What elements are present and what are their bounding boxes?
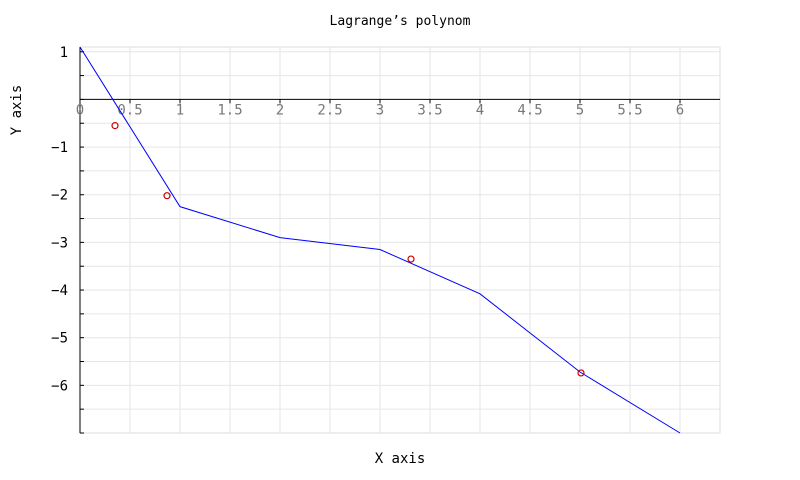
tick-label-layer: 0 0.5 1 1.5 2 2.5 3 3.5 4 4.5 5 5.5 6 1 −1 −2 −3 −4 −5 −6	[51, 45, 684, 395]
x-tick-label: 1	[176, 102, 184, 118]
x-tick-label: 4.5	[517, 102, 542, 118]
x-tick-label: 0	[76, 102, 84, 118]
x-tick-label: 2.5	[317, 102, 342, 118]
y-tick-label: −1	[51, 140, 68, 156]
x-tick-label: 4	[476, 102, 484, 118]
y-tick-label: −6	[51, 378, 68, 394]
data-point	[577, 369, 585, 377]
y-tick-label: −2	[51, 188, 68, 204]
data-point	[111, 122, 119, 130]
y-axis-label: Y axis	[9, 85, 25, 136]
y-tick-label: −3	[51, 235, 68, 251]
chart-title: Lagrange’s polynom	[330, 14, 471, 29]
x-tick-label: 0.5	[117, 102, 142, 118]
series-layer	[79, 46, 681, 434]
x-tick-label: 1.5	[217, 102, 242, 118]
x-tick-label: 3.5	[417, 102, 442, 118]
axes-layer	[79, 47, 720, 434]
x-axis-label: X axis	[375, 451, 426, 467]
polynom-line	[79, 46, 681, 434]
x-tick-label: 5	[576, 102, 584, 118]
y-tick-label: 1	[60, 45, 68, 61]
data-point	[407, 255, 415, 263]
x-tick-label: 5.5	[617, 102, 642, 118]
x-tick-label: 6	[676, 102, 684, 118]
x-tick-label: 3	[376, 102, 384, 118]
y-tick-label: −5	[51, 331, 68, 347]
y-tick-label: −4	[51, 283, 68, 299]
data-point	[163, 192, 171, 200]
x-tick-label: 2	[276, 102, 284, 118]
